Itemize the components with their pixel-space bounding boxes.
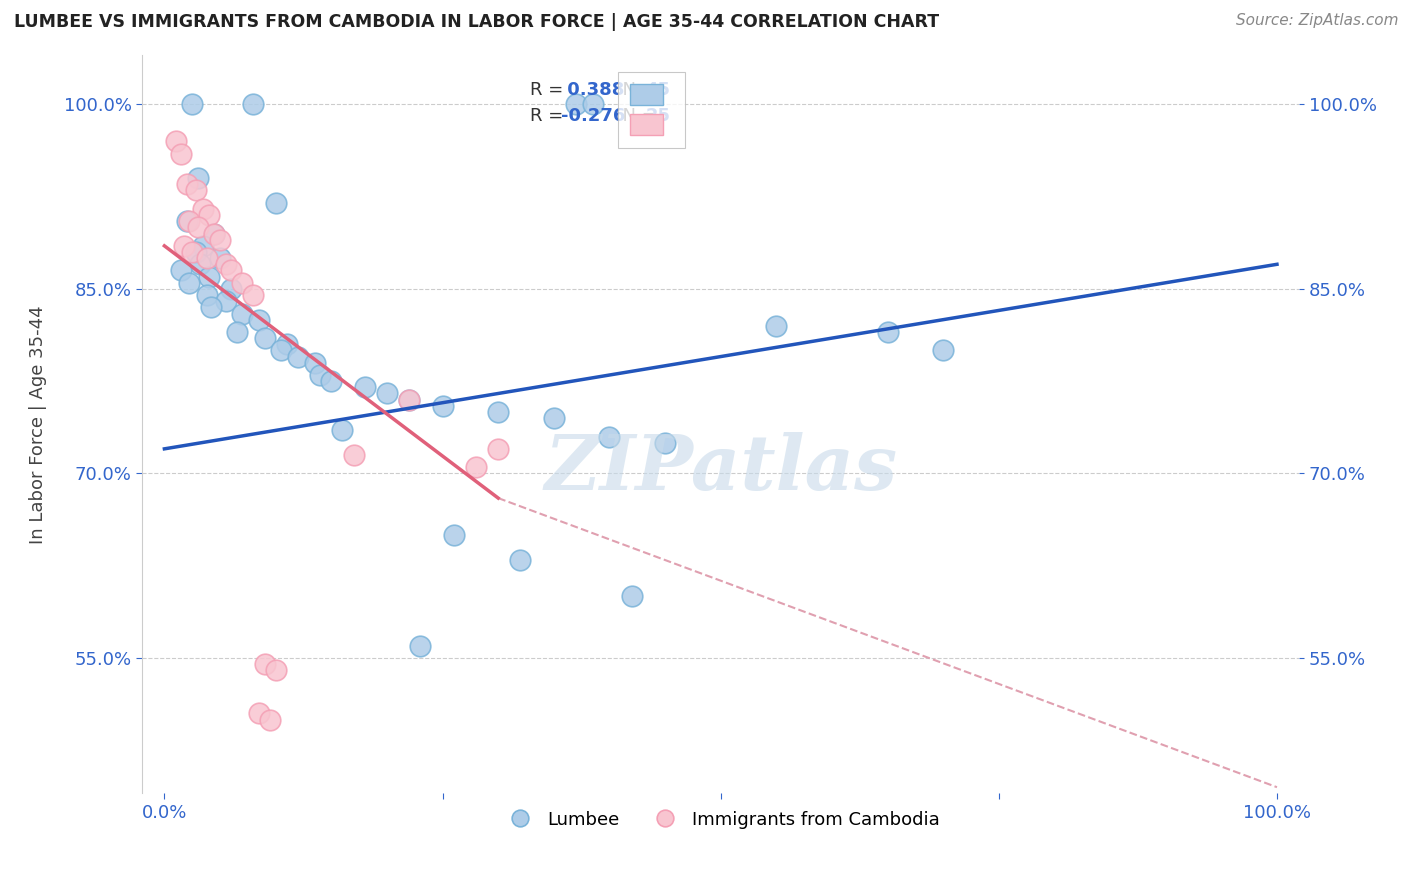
Point bbox=[486, 442, 509, 456]
Point bbox=[598, 429, 620, 443]
Text: R =: R = bbox=[530, 107, 569, 125]
Point bbox=[198, 269, 221, 284]
Point bbox=[187, 171, 209, 186]
Point bbox=[170, 263, 193, 277]
Point bbox=[184, 245, 207, 260]
Point bbox=[214, 294, 236, 309]
Point bbox=[177, 276, 200, 290]
Point bbox=[170, 146, 193, 161]
Point bbox=[509, 552, 531, 566]
Text: Source: ZipAtlas.com: Source: ZipAtlas.com bbox=[1236, 13, 1399, 29]
Point bbox=[208, 251, 231, 265]
Point bbox=[309, 368, 332, 382]
Point bbox=[181, 97, 204, 112]
Point bbox=[253, 331, 276, 345]
Point bbox=[173, 239, 195, 253]
Legend: Lumbee, Immigrants from Cambodia: Lumbee, Immigrants from Cambodia bbox=[495, 804, 946, 836]
Point bbox=[181, 245, 204, 260]
Point bbox=[208, 233, 231, 247]
Text: 25: 25 bbox=[645, 107, 671, 125]
Point bbox=[582, 97, 605, 112]
Point bbox=[264, 195, 287, 210]
Point bbox=[204, 227, 226, 241]
Y-axis label: In Labor Force | Age 35-44: In Labor Force | Age 35-44 bbox=[30, 305, 46, 543]
Point bbox=[253, 657, 276, 672]
Point bbox=[188, 257, 211, 271]
Point bbox=[165, 134, 187, 148]
Point bbox=[486, 405, 509, 419]
Point bbox=[620, 590, 643, 604]
Text: R =: R = bbox=[530, 81, 569, 99]
Text: LUMBEE VS IMMIGRANTS FROM CAMBODIA IN LABOR FORCE | AGE 35-44 CORRELATION CHART: LUMBEE VS IMMIGRANTS FROM CAMBODIA IN LA… bbox=[14, 13, 939, 31]
Point bbox=[195, 251, 218, 265]
Point bbox=[342, 448, 364, 462]
Point bbox=[259, 713, 281, 727]
Point bbox=[398, 392, 420, 407]
Point bbox=[214, 257, 236, 271]
Text: -0.276: -0.276 bbox=[561, 107, 626, 125]
Point bbox=[332, 424, 354, 438]
Point bbox=[353, 380, 375, 394]
Point bbox=[198, 208, 221, 222]
Text: 45: 45 bbox=[645, 81, 671, 99]
Point bbox=[187, 220, 209, 235]
Point bbox=[231, 306, 253, 320]
Point bbox=[409, 639, 432, 653]
Point bbox=[276, 337, 298, 351]
Point bbox=[932, 343, 955, 358]
Point bbox=[242, 97, 264, 112]
Point bbox=[375, 386, 398, 401]
Point bbox=[247, 706, 270, 721]
Point bbox=[287, 350, 309, 364]
Point bbox=[177, 214, 200, 228]
Point bbox=[200, 301, 222, 315]
Point bbox=[176, 178, 198, 192]
Point bbox=[247, 312, 270, 326]
Point bbox=[432, 399, 454, 413]
Point bbox=[184, 184, 207, 198]
Point bbox=[543, 411, 565, 425]
Point bbox=[195, 288, 218, 302]
Point bbox=[321, 374, 343, 388]
Text: N =: N = bbox=[610, 107, 662, 125]
Point bbox=[443, 528, 465, 542]
Point bbox=[225, 325, 247, 339]
Point bbox=[219, 263, 242, 277]
Point bbox=[464, 460, 486, 475]
Point bbox=[304, 356, 326, 370]
Point bbox=[204, 227, 226, 241]
Point bbox=[193, 202, 215, 216]
Point bbox=[193, 239, 215, 253]
Point bbox=[176, 214, 198, 228]
Point bbox=[765, 318, 787, 333]
Point bbox=[264, 663, 287, 677]
Point bbox=[219, 282, 242, 296]
Text: ZIPatlas: ZIPatlas bbox=[544, 432, 897, 506]
Point bbox=[565, 97, 588, 112]
Point bbox=[876, 325, 898, 339]
Point bbox=[398, 392, 420, 407]
Point bbox=[242, 288, 264, 302]
Point bbox=[654, 435, 676, 450]
Text: N =: N = bbox=[610, 81, 662, 99]
Point bbox=[231, 276, 253, 290]
Point bbox=[270, 343, 292, 358]
Text: 0.388: 0.388 bbox=[561, 81, 624, 99]
